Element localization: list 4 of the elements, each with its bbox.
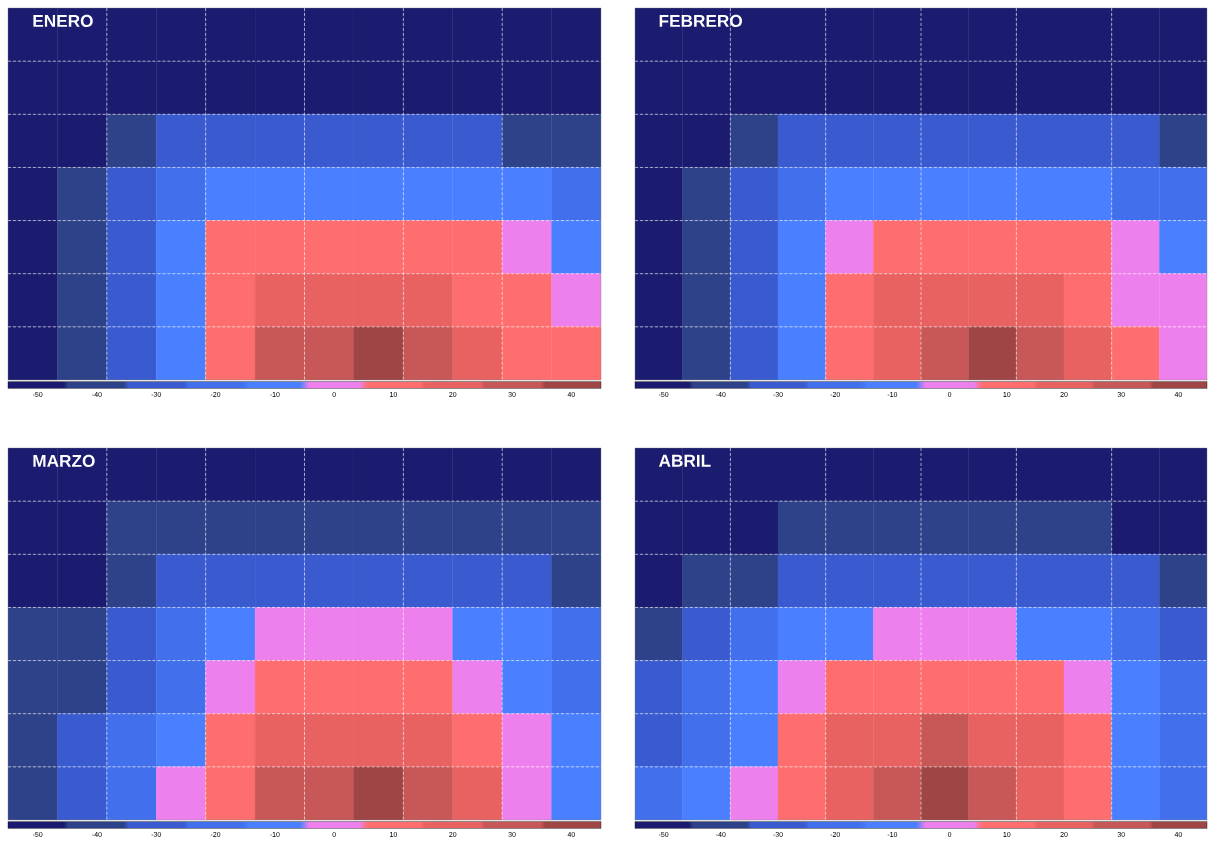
chart-title: MARZO [33,454,95,468]
chart-title: ABRIL [658,454,711,467]
chart-title: FEBRERO [659,14,742,28]
chart-title: ENERO [33,14,93,28]
